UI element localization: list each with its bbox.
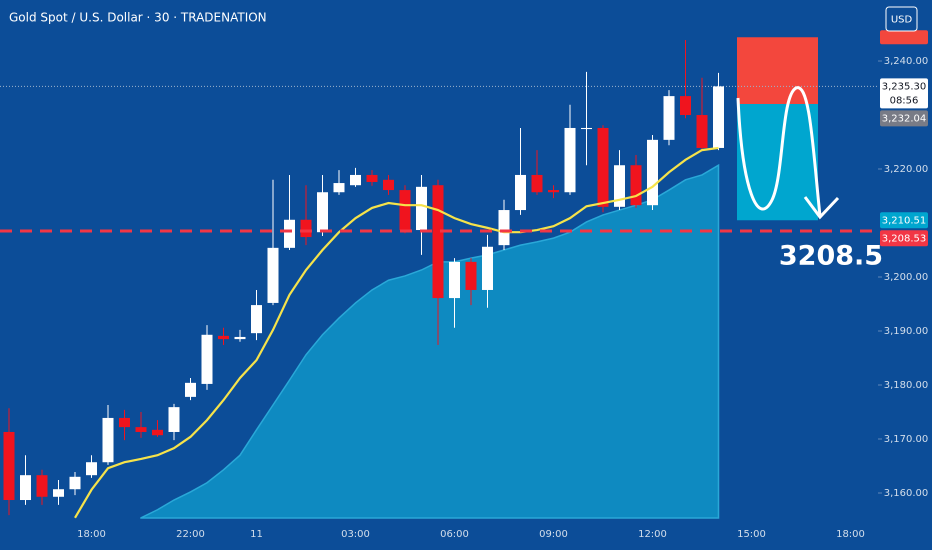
candle-body <box>86 462 97 476</box>
target-label: 3208.5 <box>779 241 883 272</box>
candle-body <box>399 190 411 231</box>
candle-body <box>135 427 147 432</box>
candle-body <box>581 127 592 130</box>
candle-body <box>102 417 114 463</box>
candle-body <box>696 115 708 148</box>
stop-price-tag <box>880 30 928 45</box>
chart-title: Gold Spot / U.S. Dollar · 30 · TRADENATI… <box>9 11 267 25</box>
price-axis: 18:00 22:00 11 03:00 06:00 09:00 12:00 15:00 18:… <box>77 30 928 540</box>
price-tag-label: 3,208.53 <box>882 233 927 244</box>
candle-body <box>614 165 625 207</box>
y-tick-label: 3,190.00 <box>884 326 929 337</box>
price-tag <box>880 212 928 229</box>
price-tag <box>880 110 928 127</box>
y-tick-label: 3,200.00 <box>884 272 929 283</box>
x-tick-label: 06:00 <box>440 529 469 540</box>
price-tag <box>880 230 928 247</box>
candle-body <box>284 219 295 248</box>
candle-body <box>251 305 262 334</box>
candle-body <box>416 186 427 231</box>
candle-body <box>234 336 246 340</box>
y-tick-label: 3,170.00 <box>884 434 929 445</box>
x-tick-label: 11 <box>250 529 263 540</box>
y-tick-label: 3,180.00 <box>884 380 929 391</box>
moving-average <box>74 146 719 519</box>
x-tick-label: 18:00 <box>77 529 106 540</box>
candle-body <box>300 219 312 238</box>
candle-body <box>366 174 378 182</box>
candle-body <box>548 190 559 193</box>
candle-body <box>152 429 163 436</box>
x-tick-label: 03:00 <box>341 529 370 540</box>
candle-body <box>663 96 675 140</box>
candle-body <box>564 127 576 193</box>
currency-label: USD <box>891 15 913 26</box>
candle-body <box>449 261 460 299</box>
currency-button[interactable] <box>885 6 918 32</box>
candle-body <box>465 261 477 290</box>
candle-body <box>647 139 658 206</box>
price-tag-label: 3,210.51 <box>882 215 927 226</box>
price-tag-label: 3,235.30 <box>882 81 927 92</box>
candle-body <box>53 489 64 497</box>
x-tick-label: 18:00 <box>836 529 865 540</box>
y-tick-label: 3,240.00 <box>884 56 929 67</box>
candle-body <box>201 334 213 384</box>
candle-body <box>630 165 642 206</box>
candle-body <box>680 96 691 116</box>
candle-body <box>36 475 48 497</box>
price-countdown: 08:56 <box>890 95 919 106</box>
x-tick-label: 22:00 <box>176 529 205 540</box>
x-tick-label: 15:00 <box>737 529 766 540</box>
candle-body <box>168 407 180 432</box>
candle-body <box>531 174 543 193</box>
plot <box>0 37 878 519</box>
candle-body <box>20 475 31 501</box>
candle-body <box>482 246 493 290</box>
candle-body <box>119 417 130 428</box>
candle-body <box>498 210 510 246</box>
candle-body <box>267 247 279 303</box>
arrow-head <box>803 196 840 220</box>
candle-body <box>713 86 724 148</box>
candle-body <box>218 335 229 340</box>
candle-body <box>350 174 361 186</box>
price-tag-label: 3,232.04 <box>882 113 927 124</box>
candle-body <box>432 185 444 299</box>
projection-arrow <box>736 86 822 217</box>
price-tag <box>880 78 928 109</box>
candle-body <box>185 382 196 397</box>
stop-zone <box>737 37 818 104</box>
candle-body <box>383 179 394 191</box>
candle-body <box>333 183 345 193</box>
candle-body <box>317 192 328 233</box>
x-tick-label: 09:00 <box>539 529 568 540</box>
target-zone <box>737 103 818 221</box>
candle-body <box>515 174 526 211</box>
y-tick-label: 3,160.00 <box>884 488 929 499</box>
candle-body <box>3 431 15 501</box>
candle-body <box>69 476 81 490</box>
y-tick-label: 3,220.00 <box>884 164 929 175</box>
x-tick-label: 12:00 <box>638 529 667 540</box>
candle-body <box>597 127 609 207</box>
